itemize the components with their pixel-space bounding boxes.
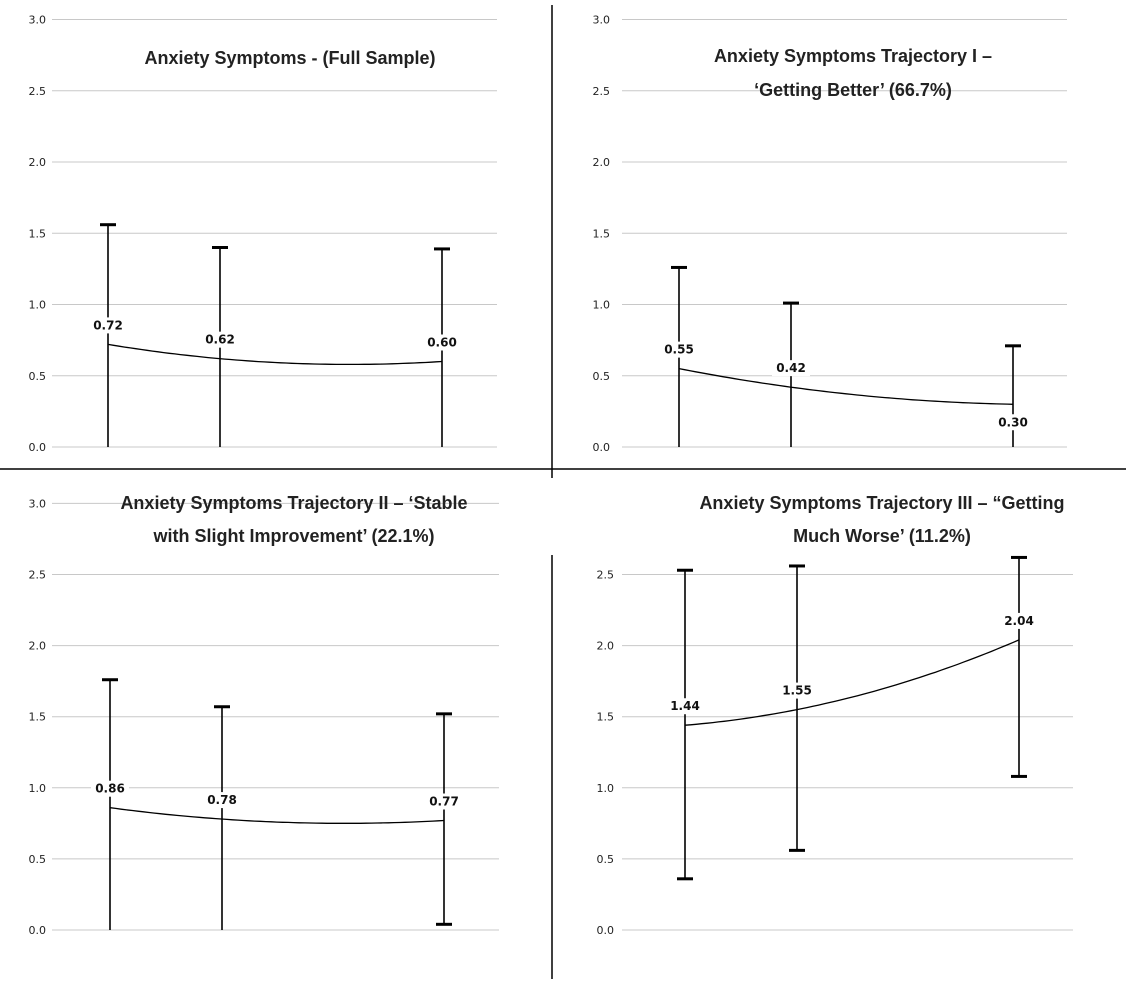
data-label: 1.55	[782, 684, 812, 698]
trajectory-line	[684, 639, 1020, 726]
y-tick-label: 0.5	[593, 370, 611, 383]
y-tick-label: 1.5	[597, 711, 615, 724]
data-label-background	[660, 341, 698, 358]
data-label-background	[201, 331, 239, 348]
chart-title-line: Anxiety Symptoms Trajectory I –	[714, 46, 992, 66]
data-label-background	[778, 682, 816, 699]
data-label-background	[423, 334, 461, 351]
data-label-background	[425, 793, 463, 810]
y-tick-label: 3.0	[29, 14, 47, 27]
chart-title-line: ‘Getting Better’ (66.7%)	[754, 80, 952, 100]
y-tick-label: 1.0	[593, 299, 611, 312]
data-label: 1.44	[670, 699, 700, 713]
y-tick-label: 1.0	[29, 782, 47, 795]
y-tick-label: 2.5	[597, 569, 615, 582]
chart-title-line: Anxiety Symptoms Trajectory II – ‘Stable	[120, 493, 467, 513]
data-label: 0.86	[95, 782, 125, 796]
y-tick-label: 1.5	[29, 711, 47, 724]
y-tick-label: 0.5	[29, 853, 47, 866]
data-label-background	[89, 317, 127, 334]
data-label-background	[203, 792, 241, 809]
y-tick-label: 2.0	[29, 640, 47, 653]
y-tick-label: 1.5	[593, 227, 611, 240]
chart-panel-4: 0.0 0.5 1.0 1.5 2.0 2.5 Anxiety Symptoms Traje…	[597, 493, 1073, 937]
y-tick-label: 0.5	[29, 370, 47, 383]
y-tick-label: 2.5	[29, 85, 47, 98]
y-tick-label: 2.0	[597, 640, 615, 653]
data-label: 0.77	[429, 795, 459, 809]
data-label: 0.55	[664, 343, 694, 357]
y-tick-label: 3.0	[29, 497, 47, 510]
chart-panel-2: 0.0 0.5 1.0 1.5 2.0 2.5 3.0 Anxiety Symptoms Tr…	[593, 14, 1067, 454]
y-tick-label: 0.0	[593, 441, 611, 454]
y-tick-label: 1.0	[597, 782, 615, 795]
chart-title-line: Anxiety Symptoms Trajectory III – “Getti…	[699, 493, 1064, 513]
y-tick-label: 0.0	[29, 924, 47, 937]
chart-title-line: Much Worse’ (11.2%)	[793, 526, 971, 546]
trajectory-line	[678, 367, 1014, 405]
data-label-background	[1000, 612, 1038, 629]
chart-panel-1: 0.0 0.5 1.0 1.5 2.0 2.5 3.0 Anxiety Symptoms - …	[29, 14, 497, 454]
data-label-background	[772, 360, 810, 377]
data-label-background	[994, 414, 1032, 431]
y-tick-label: 2.0	[29, 156, 47, 169]
data-label: 0.62	[205, 333, 235, 347]
y-tick-label: 2.5	[29, 569, 47, 582]
data-label: 0.78	[207, 793, 237, 807]
y-tick-label: 0.0	[29, 441, 47, 454]
data-label: 0.72	[93, 318, 123, 332]
y-tick-label: 0.0	[597, 924, 615, 937]
data-label-background	[91, 780, 129, 797]
data-label: 2.04	[1004, 614, 1034, 628]
y-tick-label: 0.5	[597, 853, 615, 866]
chart-title-line: with Slight Improvement’ (22.1%)	[152, 526, 434, 546]
y-tick-label: 3.0	[593, 14, 611, 27]
trajectory-line	[107, 343, 443, 366]
y-tick-label: 2.5	[593, 85, 611, 98]
data-label: 0.30	[998, 415, 1028, 429]
y-tick-label: 1.5	[29, 227, 47, 240]
data-label: 0.60	[427, 336, 457, 350]
y-tick-label: 2.0	[593, 156, 611, 169]
trajectory-line	[109, 807, 445, 824]
chart-panel-3: 0.0 0.5 1.0 1.5 2.0 2.5 3.0 Anxiety Symptoms Tr…	[29, 493, 499, 937]
data-label-background	[666, 698, 704, 715]
chart-title-line: Anxiety Symptoms - (Full Sample)	[144, 48, 435, 68]
y-tick-label: 1.0	[29, 299, 47, 312]
data-label: 0.42	[776, 361, 806, 375]
